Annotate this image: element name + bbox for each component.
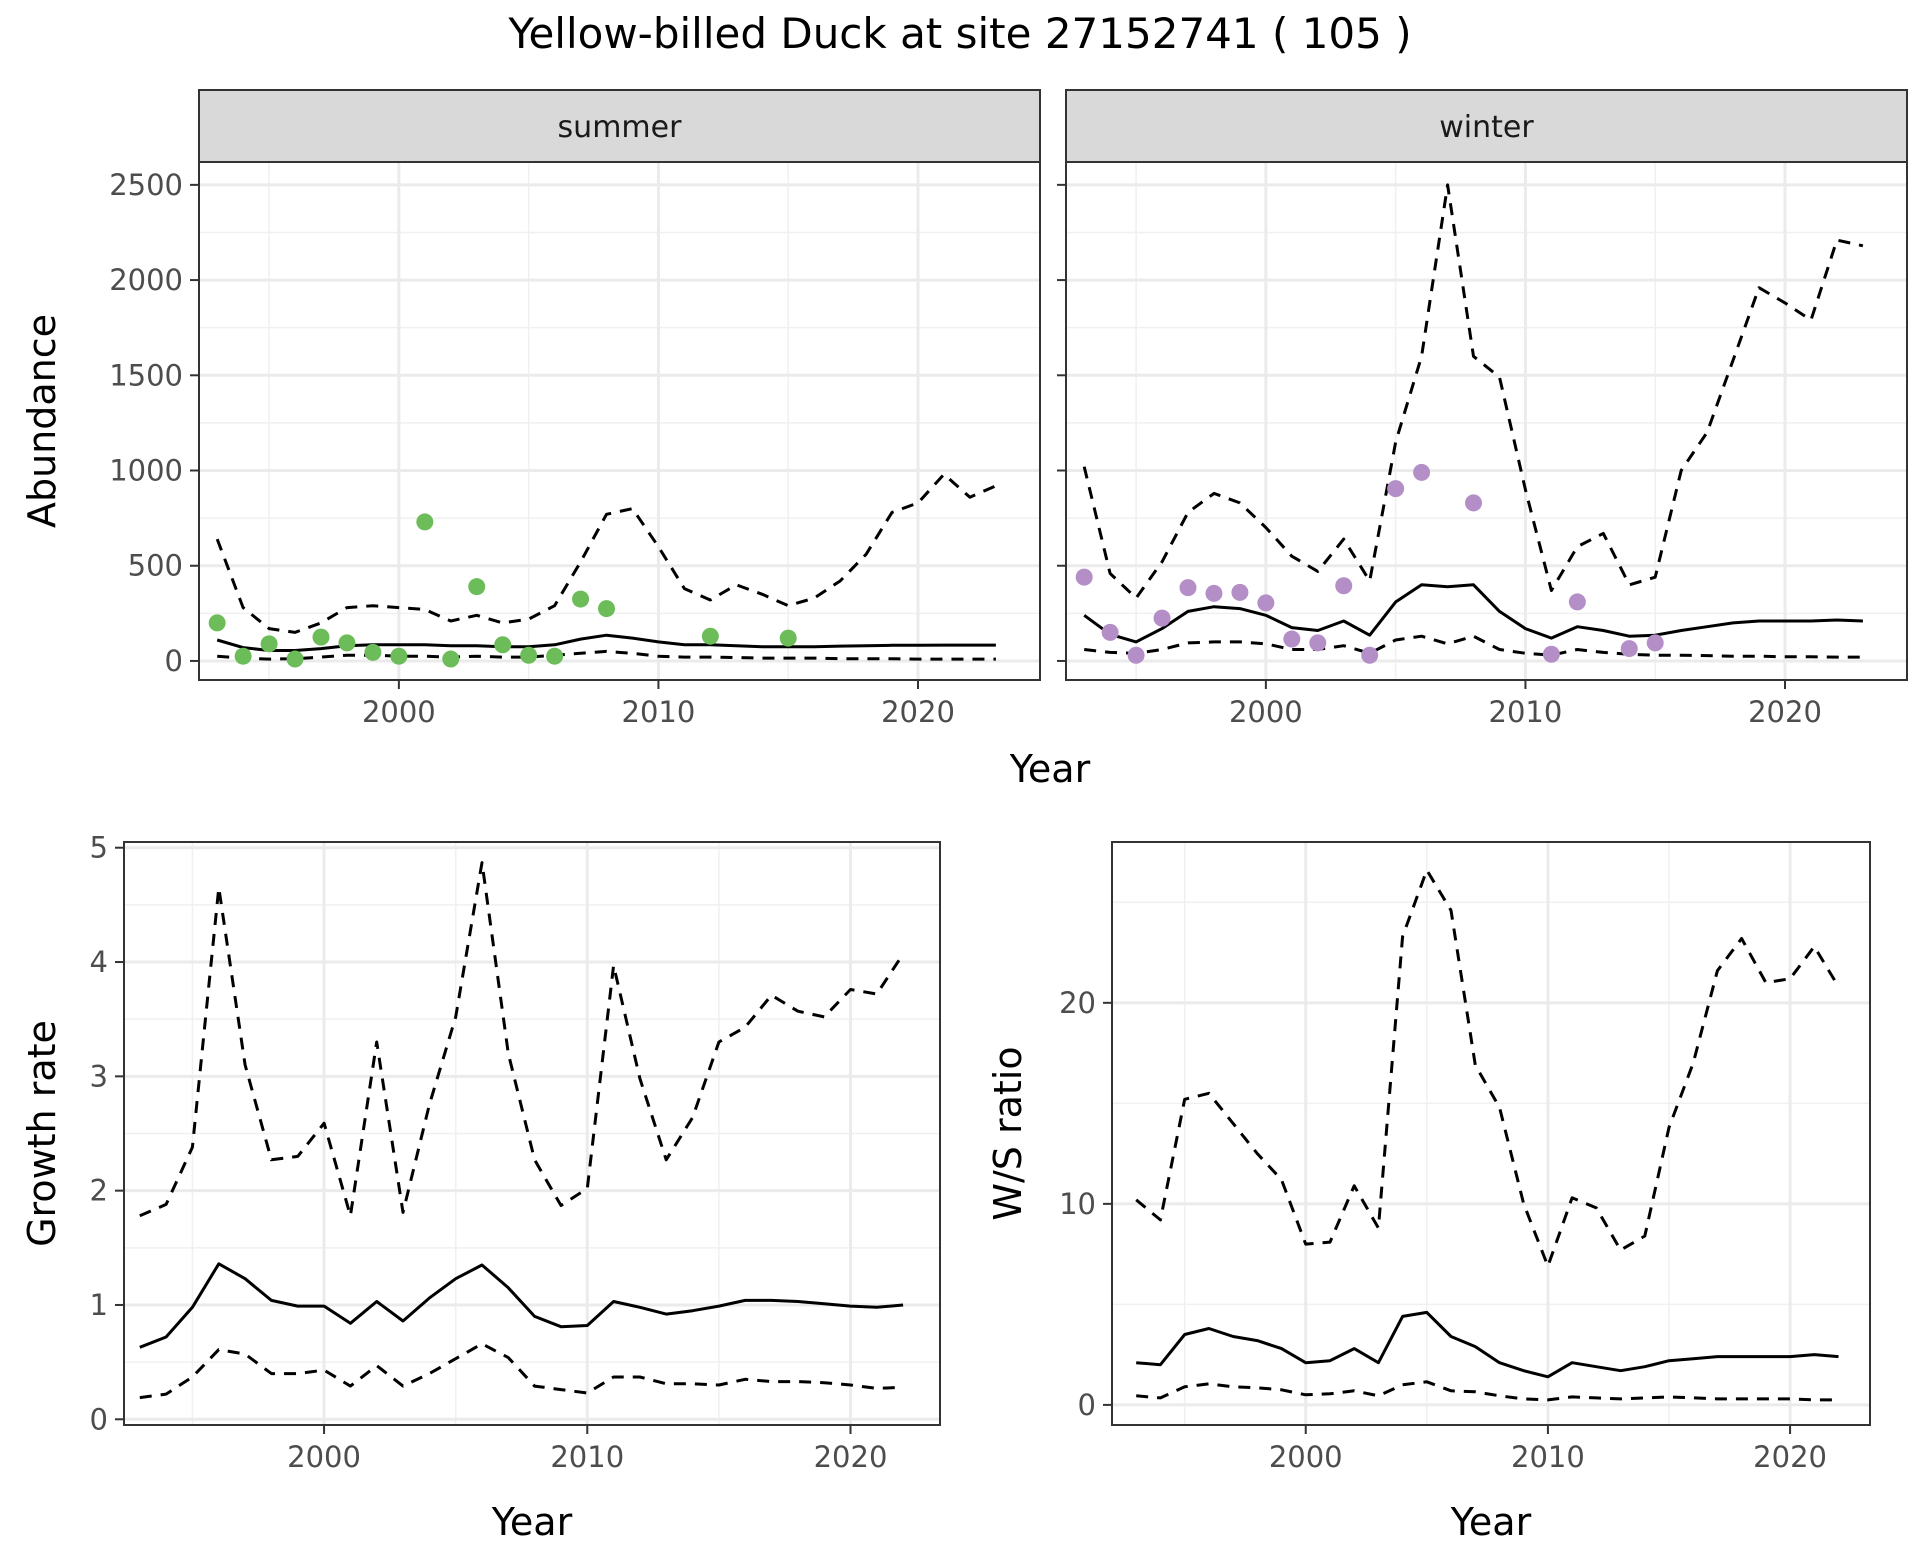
y-tick-label: 1000	[109, 454, 183, 488]
y-tick-label: 1500	[109, 358, 183, 392]
data-point	[260, 635, 278, 653]
data-point	[1646, 634, 1664, 652]
data-point	[1620, 640, 1638, 658]
x-tick-label: 2010	[1511, 1440, 1585, 1474]
y-tick-label: 2500	[109, 168, 183, 202]
y-tick-label: 0	[165, 644, 183, 678]
data-point	[1465, 494, 1483, 512]
panel-winter: winter 2000 2010 2020	[1057, 89, 1908, 729]
series-line-median	[1083, 583, 1863, 644]
data-point	[1361, 646, 1379, 664]
panel-border-ws	[1111, 841, 1871, 1426]
plot-area-ws	[1112, 842, 1870, 1425]
data-point	[1179, 579, 1197, 597]
series-line-upper	[1082, 183, 1864, 600]
data-point	[1413, 463, 1431, 481]
series-line-median	[1136, 1310, 1839, 1379]
x-tick-label: 2000	[1269, 1440, 1343, 1474]
x-tick-label: 2020	[814, 1440, 888, 1474]
x-axis-label-ws: Year	[1450, 1500, 1532, 1544]
data-point	[494, 636, 512, 654]
x-tick-label: 2010	[622, 695, 696, 729]
data-point	[286, 650, 304, 668]
data-point	[598, 600, 616, 618]
x-tick-label: 2020	[1748, 695, 1822, 729]
series-line-lower	[217, 649, 996, 661]
series-line-upper	[215, 472, 997, 634]
facet-label-winter: winter	[1439, 110, 1534, 145]
data-point	[390, 647, 408, 665]
y-tick-label: 5	[90, 831, 108, 865]
series-line-median	[139, 1262, 904, 1349]
x-tick-label: 2000	[1229, 695, 1303, 729]
panel-ws: 2000 2010 2020 0 10 20 W/S ratio Year	[986, 841, 1871, 1544]
data-point	[208, 614, 226, 632]
data-point	[572, 590, 590, 608]
facet-label-summer: summer	[558, 110, 683, 145]
x-tick-label: 2000	[287, 1440, 361, 1474]
data-point	[1075, 568, 1093, 586]
data-point	[1568, 593, 1586, 611]
y-axis-label-growth: Growth rate	[20, 1020, 64, 1247]
series-line-lower	[1136, 1380, 1839, 1402]
y-tick-label: 20	[1059, 986, 1096, 1020]
data-point	[1153, 609, 1171, 627]
panel-growth: 2000 2010 2020 0 1 2 3 4 5 Growth rate Year	[20, 831, 941, 1544]
y-tick-label: 2	[90, 1174, 108, 1208]
x-axis-label-growth: Year	[491, 1500, 573, 1544]
x-tick-label: 2000	[362, 695, 436, 729]
y-tick-label: 0	[1078, 1388, 1096, 1422]
series-line-lower	[1084, 634, 1863, 659]
facet-strip-summer	[198, 89, 1041, 163]
plot-area-summer	[199, 162, 1040, 680]
y-axis-label-ws: W/S ratio	[986, 1046, 1030, 1220]
x-tick-label: 2020	[1753, 1440, 1827, 1474]
data-point	[1309, 634, 1327, 652]
y-tick-label: 500	[128, 549, 183, 583]
data-point	[1542, 645, 1560, 663]
y-tick-label: 4	[90, 945, 108, 979]
y-axis-label-summer: Abundance	[20, 314, 64, 528]
plot-area-winter	[1066, 162, 1907, 680]
data-point	[1387, 480, 1405, 498]
data-point	[442, 650, 460, 668]
y-tick-label: 0	[90, 1402, 108, 1436]
y-tick-label: 10	[1059, 1187, 1096, 1221]
data-point	[1257, 594, 1275, 612]
data-point	[701, 627, 719, 645]
data-point	[416, 513, 434, 531]
figure-title: Yellow-billed Duck at site 27152741 ( 10…	[507, 9, 1411, 58]
data-point	[1231, 583, 1249, 601]
y-tick-label: 3	[90, 1059, 108, 1093]
data-point	[468, 578, 486, 596]
data-point	[546, 647, 564, 665]
facet-strip-winter	[1065, 89, 1908, 163]
top-x-axis-label: Year	[1009, 747, 1091, 791]
data-point	[1335, 577, 1353, 595]
data-point	[364, 643, 382, 661]
x-tick-label: 2010	[550, 1440, 624, 1474]
data-point	[312, 628, 330, 646]
panel-summer: summer 2000 2010 2020 0 500 1000 1500 2000 2500 Ab…	[20, 89, 1041, 729]
y-tick-label: 2000	[109, 263, 183, 297]
data-point	[520, 646, 538, 664]
data-point	[1127, 646, 1145, 664]
data-point	[1101, 623, 1119, 641]
data-point	[1205, 584, 1223, 602]
data-point	[234, 647, 252, 665]
y-tick-label: 1	[90, 1288, 108, 1322]
data-point	[779, 629, 797, 647]
series-line-upper	[139, 861, 905, 1218]
panel-border-growth	[123, 841, 941, 1426]
x-tick-label: 2020	[881, 695, 955, 729]
data-point	[1283, 630, 1301, 648]
series-line-lower	[139, 1342, 904, 1400]
data-point	[338, 634, 356, 652]
x-tick-label: 2010	[1489, 695, 1563, 729]
